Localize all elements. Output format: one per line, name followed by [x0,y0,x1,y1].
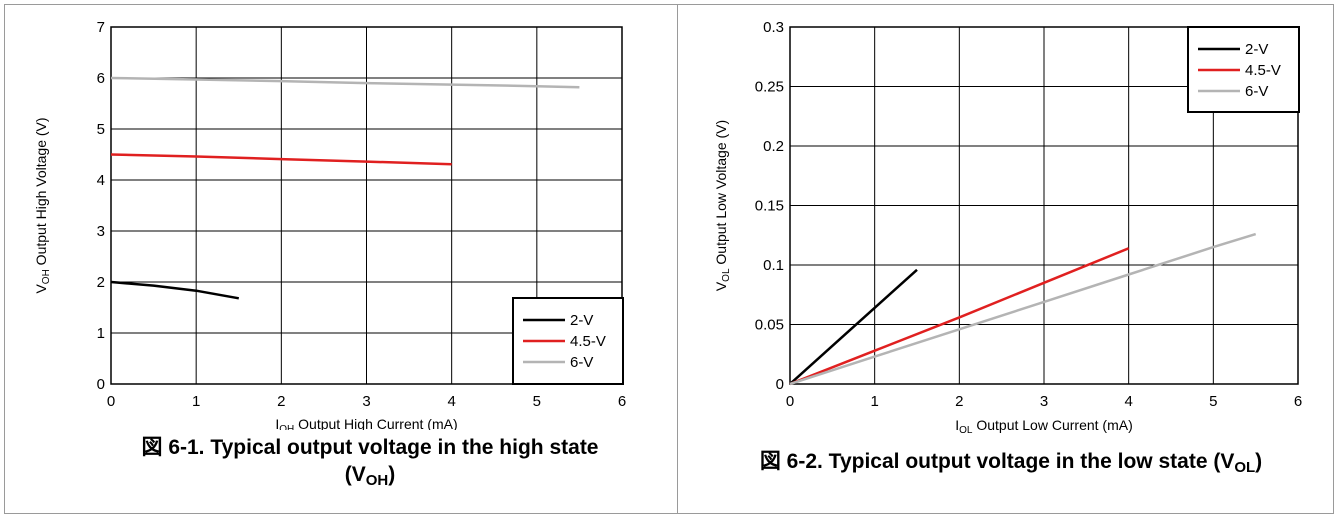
caption-open: (V [344,463,366,486]
y-tick-label: 0 [776,376,784,393]
x-axis-label-subscript: OL [959,425,973,436]
y-tick-label: 3 [97,223,105,240]
y-axis-label-main: V [33,284,49,294]
x-tick-label: 4 [1124,393,1132,410]
y-tick-label: 7 [97,19,105,36]
series-line-4.5-V [789,247,1130,386]
y-tick-label: 0.2 [763,138,784,155]
y-tick-label: 2 [97,274,105,291]
legend-label: 6-V [1245,83,1268,100]
caption-close: ) [1255,450,1263,473]
figure-frame [4,4,1334,514]
y-tick-label: 1 [97,325,105,342]
caption-figure-6-1: 図 6-1. Typical output voltage in the hig… [70,434,670,494]
y-tick-label: 6 [97,70,105,87]
y-axis-label-subscript: OL [721,268,732,282]
legend-label: 6-V [570,354,593,371]
x-tick-label: 1 [192,393,200,410]
x-axis-label-rest: Output Low Current (mA) [972,417,1132,433]
y-tick-label: 0.1 [763,257,784,274]
x-tick-label: 4 [447,393,455,410]
series-line-4.5-V [110,153,452,166]
x-tick-label: 5 [1209,393,1217,410]
x-tick-label: 5 [533,393,541,410]
y-tick-label: 0.15 [755,198,784,215]
y-axis-label: VOL Output Low Voltage (V) [713,120,732,291]
y-tick-label: 0.3 [763,19,784,36]
plot-area-border [789,26,1299,385]
legend: 2-V 4.5-V 6-V [512,297,624,385]
x-tick-label: 1 [870,393,878,410]
caption-subscript: OL [1234,459,1256,476]
x-tick-label: 2 [277,393,285,410]
legend-label: 2-V [1245,41,1268,58]
series-line-6-V [110,76,580,89]
caption-close: ) [388,463,396,486]
series-line-2-V [110,280,240,300]
legend: 2-V 4.5-V 6-V [1187,26,1300,113]
y-axis-label-rest: Output High Voltage (V) [33,117,49,269]
x-tick-label: 0 [786,393,794,410]
y-axis-label: VOH Output High Voltage (V) [33,117,52,293]
y-axis-label-rest: Output Low Voltage (V) [713,120,729,269]
x-tick-label: 0 [107,393,115,410]
legend-label: 4.5-V [570,333,606,350]
x-tick-label: 3 [1040,393,1048,410]
x-axis-label-main: I [275,416,279,430]
x-tick-label: 2 [955,393,963,410]
figure-divider [677,4,678,514]
y-tick-label: 0.25 [755,79,784,96]
x-tick-label: 6 [618,393,626,410]
y-tick-label: 0.05 [755,317,784,334]
y-tick-label: 5 [97,121,105,138]
caption-text: 図 6-1. Typical output voltage in the hig… [141,436,599,459]
caption-figure-6-2: 図 6-2. Typical output voltage in the low… [688,448,1334,481]
y-axis-label-main: V [713,281,729,291]
y-axis-label-subscript: OH [41,269,52,284]
legend-label: 4.5-V [1245,62,1281,79]
y-tick-label: 0 [97,376,105,393]
x-tick-label: 6 [1294,393,1302,410]
caption-subscript: OH [365,472,389,489]
x-axis-label-rest: Output High Current (mA) [294,416,457,430]
x-axis-label-subscript: OH [279,424,294,430]
series-line-2-V [789,268,918,385]
x-tick-label: 3 [362,393,370,410]
x-axis-label-main: I [955,417,959,433]
legend-label: 2-V [570,312,593,329]
caption-text: 図 6-2. Typical output voltage in the low… [759,450,1235,473]
x-axis-label: IOH Output High Current (mA) [275,416,457,430]
y-tick-label: 4 [97,172,105,189]
series-line-6-V [789,232,1257,386]
plot-area-border [110,26,623,385]
x-axis-label: IOL Output Low Current (mA) [955,417,1133,436]
